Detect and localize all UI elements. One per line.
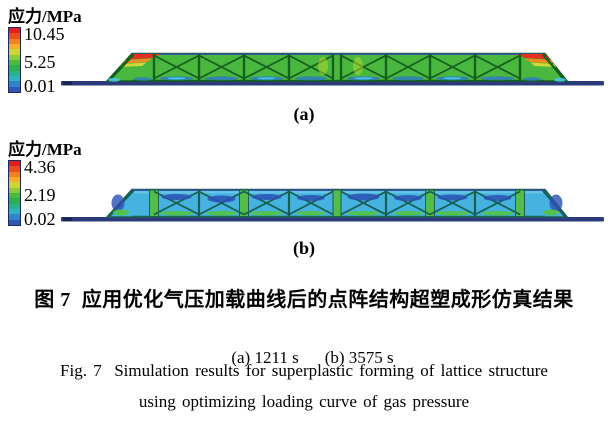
stress-contour-a: [61, 52, 604, 86]
caption-english-line1: Fig. 7 Simulation results for superplast…: [60, 361, 548, 380]
panel-label-a: (a): [293, 104, 315, 124]
colorbar-a-tick-mid: 5.25: [24, 52, 56, 72]
caption-chinese: 图 7 应用优化气压加载曲线后的点阵结构超塑成形仿真结果: [34, 289, 574, 311]
subfig-time-b: (b) 3575 s: [324, 348, 394, 367]
lattice-body-a: [105, 52, 569, 82]
colorbar-b-tick-max: 4.36: [24, 157, 56, 177]
lattice-x-braces-b: [153, 190, 521, 216]
colorbar-a-tick-max: 10.45: [24, 24, 65, 44]
colorbar-a: [8, 27, 21, 93]
low-stress-patches-a: [108, 57, 566, 82]
baseline-sheet-b: [61, 217, 604, 222]
panel-label-b: (b): [293, 238, 315, 258]
stress-legend-title-a: 应力/MPa: [8, 7, 82, 26]
lattice-struts-a: [108, 53, 566, 81]
lattice-struts-b: [108, 189, 566, 217]
hot-spot-right: [516, 54, 556, 67]
colorbar-a-tick-min: 0.01: [24, 76, 56, 96]
high-low-patches-b: [111, 193, 563, 216]
lattice-x-braces-a: [153, 54, 521, 80]
caption-english-line2: using optimizing loading curve of gas pr…: [138, 392, 470, 411]
stress-contour-b: [61, 188, 604, 222]
baseline-sheet-a: [61, 81, 604, 86]
caption-subfig-times: (a) 1211 s (b) 3575 s: [0, 328, 608, 388]
subfig-time-a: (a) 1211 s: [231, 348, 299, 367]
colorbar-b-tick-mid: 2.19: [24, 185, 56, 205]
green-struts-b: [149, 189, 525, 217]
stress-legend-title-b: 应力/MPa: [8, 140, 82, 159]
hot-spot-left: [120, 54, 161, 67]
colorbar-b-tick-min: 0.02: [24, 209, 56, 229]
colorbar-b: [8, 160, 21, 226]
